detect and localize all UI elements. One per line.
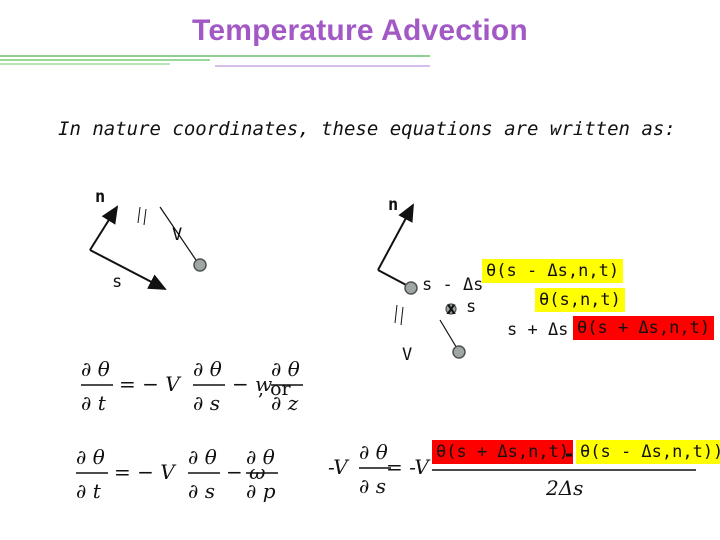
svg-text:∂ t: ∂ t bbox=[76, 479, 102, 503]
svg-text:− ω: − ω bbox=[226, 460, 265, 484]
slide-title: Temperature Advection bbox=[192, 14, 528, 47]
svg-text:∂ s: ∂ s bbox=[359, 474, 386, 497]
theta-minus-box: θ(s - Δs,n,t) bbox=[482, 259, 624, 283]
right-s-axis bbox=[377, 269, 411, 288]
equation-3-numerator-minus: - bbox=[563, 442, 576, 466]
equation-3-denominator: 2Δs bbox=[546, 476, 584, 500]
right-diagram bbox=[377, 203, 466, 359]
right-s-minus-label: s - Δs bbox=[422, 275, 484, 295]
left-s-label: s bbox=[112, 272, 123, 292]
svg-text:∂ s: ∂ s bbox=[193, 391, 220, 415]
right-velocity-tip bbox=[452, 345, 466, 359]
left-diagram bbox=[89, 205, 207, 290]
left-n-label: n bbox=[95, 187, 106, 207]
equation-1: ∂ θ ∂ t = − V ∂ θ ∂ s − w ∂ θ ∂ z bbox=[81, 357, 303, 415]
svg-text:∂ p: ∂ p bbox=[246, 479, 276, 503]
left-n-axis bbox=[89, 205, 119, 251]
left-v-label: V bbox=[172, 225, 183, 245]
svg-text:= − V: = − V bbox=[119, 372, 182, 396]
svg-text:∂ t: ∂ t bbox=[81, 391, 107, 415]
equation-3-minus-v: -V bbox=[328, 455, 348, 479]
left-velocity-tip bbox=[193, 258, 207, 272]
svg-text:∂ θ: ∂ θ bbox=[188, 445, 217, 469]
right-velocity-line bbox=[439, 319, 459, 351]
equation-3-numerator-left: θ(s + Δs,n,t) bbox=[432, 440, 574, 464]
equation-3-derivative: ∂ θ ∂ s bbox=[359, 440, 391, 497]
right-s-label: s bbox=[466, 297, 477, 317]
svg-text:∂ θ: ∂ θ bbox=[271, 357, 300, 381]
left-velocity-line bbox=[159, 206, 199, 264]
right-v-label: V bbox=[402, 345, 413, 365]
svg-text:− w: − w bbox=[232, 372, 272, 396]
right-s-plus-label: s + Δs bbox=[507, 320, 569, 340]
svg-text:∂ z: ∂ z bbox=[271, 391, 299, 415]
svg-text:∂ θ: ∂ θ bbox=[193, 357, 222, 381]
theta-center-box: θ(s,n,t) bbox=[535, 288, 625, 312]
equation-2: ∂ θ ∂ t = − V ∂ θ ∂ s − ω ∂ θ ∂ p bbox=[76, 445, 278, 503]
equation-3-numerator-right: θ(s - Δs,n,t)) bbox=[576, 440, 720, 464]
title-underline bbox=[0, 55, 430, 67]
svg-text:∂ θ: ∂ θ bbox=[246, 445, 275, 469]
svg-text:∂ θ: ∂ θ bbox=[76, 445, 105, 469]
intro-text: In nature coordinates, these equations a… bbox=[58, 118, 676, 140]
svg-text:∂ θ: ∂ θ bbox=[81, 357, 110, 381]
equation-3-fraction-bar bbox=[432, 469, 696, 471]
svg-text:= − V: = − V bbox=[114, 460, 177, 484]
svg-text:∂ θ: ∂ θ bbox=[359, 440, 388, 464]
theta-plus-box: θ(s + Δs,n,t) bbox=[573, 316, 715, 340]
right-n-axis bbox=[377, 203, 414, 271]
equation-1-or: , or bbox=[258, 378, 291, 400]
left-s-axis bbox=[89, 249, 167, 290]
right-x-mark: x bbox=[446, 299, 457, 319]
right-n-label: n bbox=[388, 195, 399, 215]
svg-text:∂ s: ∂ s bbox=[188, 479, 215, 503]
equation-3-equals: = -V bbox=[386, 455, 429, 479]
right-s-minus-point bbox=[404, 281, 418, 295]
